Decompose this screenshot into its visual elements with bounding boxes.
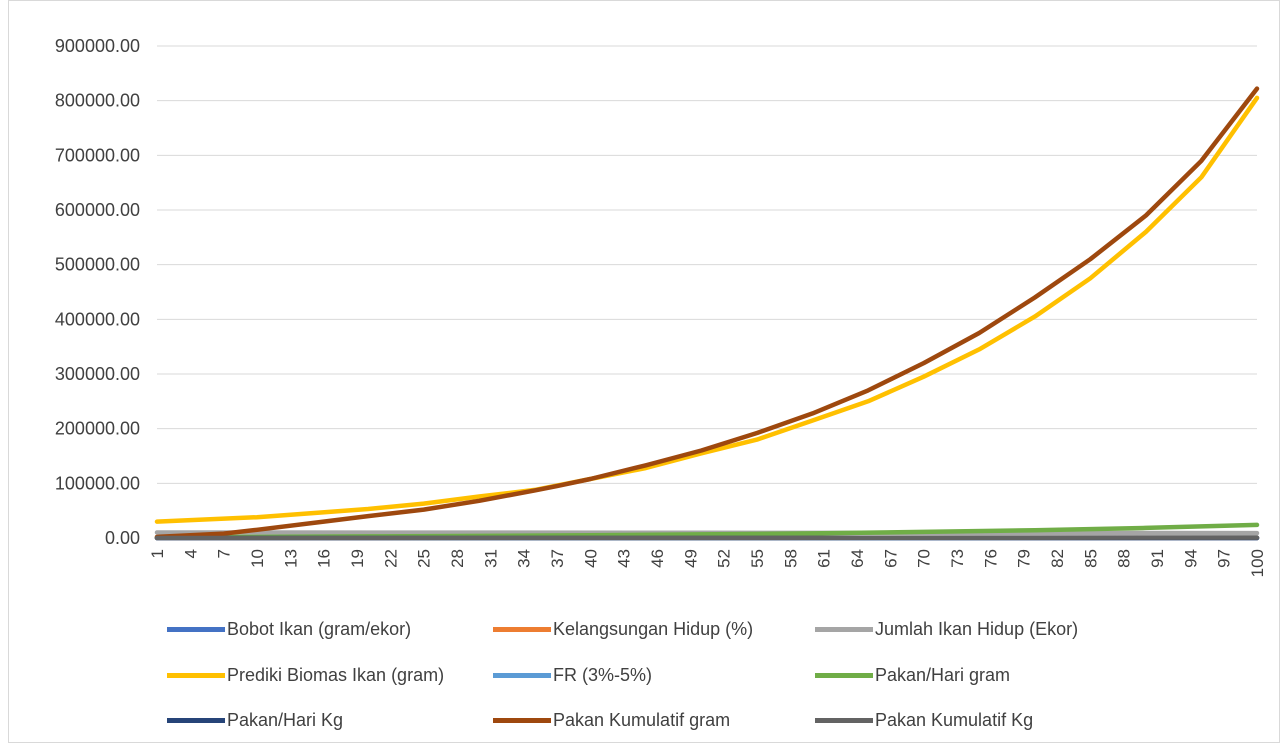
- legend-label: Pakan Kumulatif Kg: [875, 709, 1034, 730]
- legend-item: Pakan/Hari Kg: [167, 706, 343, 734]
- series-line-8: [154, 86, 1260, 540]
- x-tick-label: 43: [615, 549, 634, 568]
- legend-swatch: [167, 626, 225, 632]
- legend-label: Prediki Biomas Ikan (gram): [227, 664, 445, 685]
- x-tick-label: 7: [215, 549, 234, 558]
- legend-label: Bobot Ikan (gram/ekor): [227, 618, 412, 639]
- legend-swatch: [493, 672, 551, 678]
- x-tick-label: 64: [848, 549, 867, 568]
- x-tick-label: 40: [581, 549, 600, 568]
- legend-swatch: [167, 717, 225, 723]
- x-tick-label: 61: [815, 549, 834, 568]
- y-tick-label: 500000.00: [55, 255, 140, 275]
- legend-label: FR (3%-5%): [553, 664, 653, 685]
- x-tick-label: 91: [1148, 549, 1167, 568]
- legend-item: Pakan Kumulatif gram: [493, 706, 730, 734]
- legend-label: Pakan Kumulatif gram: [553, 709, 731, 730]
- y-tick-label: 200000.00: [55, 419, 140, 439]
- y-tick-label: 400000.00: [55, 309, 140, 329]
- x-tick-label: 100: [1248, 549, 1267, 577]
- x-tick-label: 82: [1048, 549, 1067, 568]
- x-tick-label: 16: [315, 549, 334, 568]
- y-tick-label: 700000.00: [55, 145, 140, 165]
- y-tick-label: 600000.00: [55, 200, 140, 220]
- legend-swatch: [167, 672, 225, 678]
- chart-frame: 900000.00 800000.00 700000.00 600000.00 5000…: [8, 0, 1280, 743]
- legend-item: Bobot Ikan (gram/ekor): [167, 615, 411, 643]
- x-axis-tick-labels: 1 4 7 10 13 16 19 22 25 28 31 34 37 40 43 46 49 52 55 58 61 6…: [148, 549, 1267, 577]
- x-tick-label: 13: [281, 549, 300, 568]
- legend-swatch: [815, 626, 873, 632]
- gridlines: [157, 45, 1257, 539]
- x-tick-label: 88: [1115, 549, 1134, 568]
- legend-item: Prediki Biomas Ikan (gram): [167, 661, 444, 689]
- x-tick-label: 97: [1215, 549, 1234, 568]
- x-tick-label: 25: [415, 549, 434, 568]
- y-tick-label: 100000.00: [55, 473, 140, 493]
- x-tick-label: 1: [148, 549, 167, 558]
- x-tick-label: 37: [548, 549, 567, 568]
- legend-item: Kelangsungan Hidup (%): [493, 615, 753, 643]
- x-tick-label: 70: [915, 549, 934, 568]
- x-tick-label: 34: [515, 549, 534, 568]
- x-tick-label: 46: [648, 549, 667, 568]
- y-tick-label: 300000.00: [55, 364, 140, 384]
- x-tick-label: 58: [781, 549, 800, 568]
- series-lines: [154, 86, 1260, 541]
- x-tick-label: 94: [1181, 549, 1200, 568]
- y-tick-label: 900000.00: [55, 36, 140, 56]
- x-tick-label: 31: [481, 549, 500, 568]
- line-chart: 900000.00 800000.00 700000.00 600000.00 5000…: [55, 36, 1267, 577]
- x-tick-label: 52: [715, 549, 734, 568]
- legend-item: Jumlah Ikan Hidup (Ekor): [815, 615, 1078, 643]
- legend-label: Jumlah Ikan Hidup (Ekor): [875, 618, 1079, 639]
- x-tick-label: 85: [1081, 549, 1100, 568]
- legend: Bobot Ikan (gram/ekor) Kelangsungan Hidup…: [9, 611, 1279, 741]
- legend-swatch: [815, 672, 873, 678]
- x-tick-label: 10: [248, 549, 267, 568]
- x-tick-label: 4: [181, 549, 200, 558]
- y-tick-label: 0.00: [105, 528, 140, 548]
- x-tick-label: 19: [348, 549, 367, 568]
- x-tick-label: 55: [748, 549, 767, 568]
- legend-label: Pakan/Hari Kg: [227, 709, 344, 730]
- x-tick-label: 76: [981, 549, 1000, 568]
- legend-item: FR (3%-5%): [493, 661, 652, 689]
- x-tick-label: 28: [448, 549, 467, 568]
- x-tick-label: 79: [1015, 549, 1034, 568]
- legend-item: Pakan Kumulatif Kg: [815, 706, 1033, 734]
- series-line-4: [154, 95, 1260, 524]
- x-tick-label: 67: [881, 549, 900, 568]
- legend-label: Pakan/Hari gram: [875, 664, 1011, 685]
- x-tick-label: 22: [381, 549, 400, 568]
- legend-swatch: [493, 626, 551, 632]
- legend-swatch: [493, 717, 551, 723]
- y-axis-tick-labels: 900000.00 800000.00 700000.00 600000.00 5000…: [55, 36, 140, 548]
- legend-item: Pakan/Hari gram: [815, 661, 1010, 689]
- legend-label: Kelangsungan Hidup (%): [553, 618, 754, 639]
- legend-swatch: [815, 717, 873, 723]
- x-tick-label: 49: [681, 549, 700, 568]
- x-tick-label: 73: [948, 549, 967, 568]
- y-tick-label: 800000.00: [55, 91, 140, 111]
